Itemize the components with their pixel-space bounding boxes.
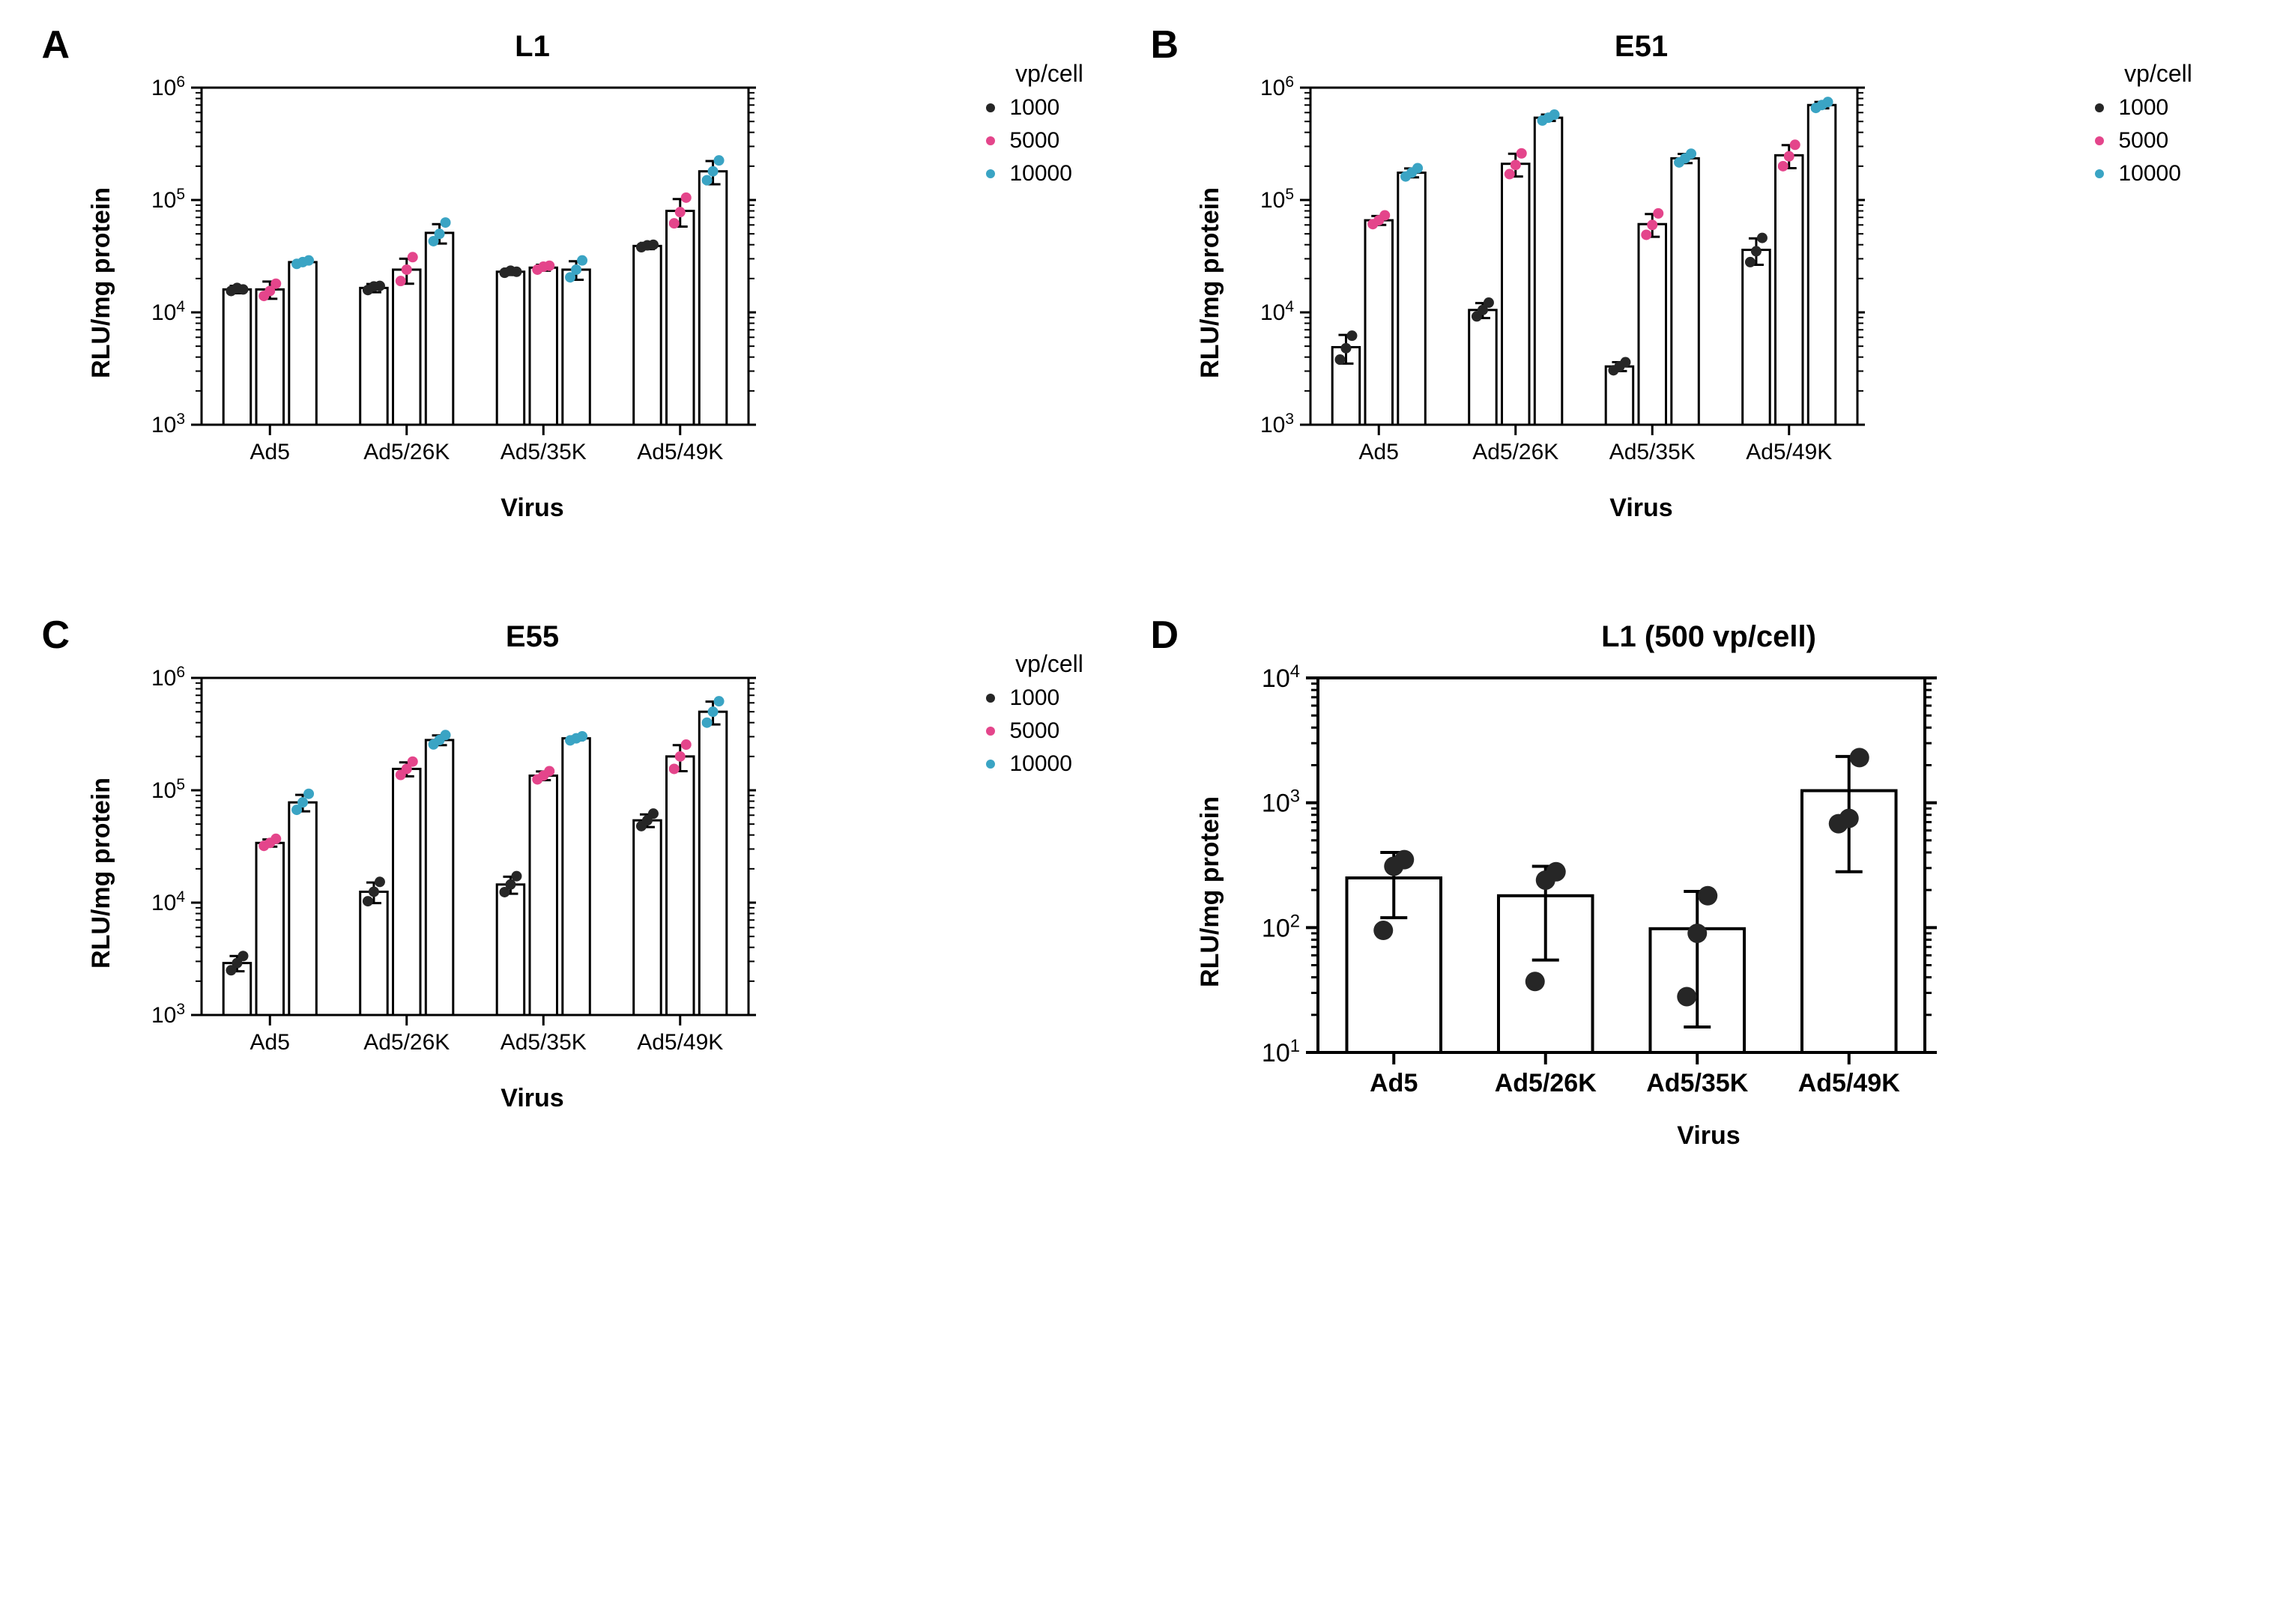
svg-text:104: 104 <box>151 888 184 916</box>
legend-title: vp/cell <box>986 60 1113 88</box>
svg-text:105: 105 <box>151 186 184 213</box>
svg-text:104: 104 <box>1261 663 1299 693</box>
legend: vp/cell 1000 5000 10000 <box>979 30 1113 187</box>
legend-label: 10000 <box>2119 161 2181 187</box>
svg-text:Ad5: Ad5 <box>250 1030 289 1055</box>
panel-C: CE55RLU/mg protein103104105106Ad5Ad5/26K… <box>49 620 1113 1151</box>
svg-text:106: 106 <box>151 73 184 101</box>
panel-letter: D <box>1151 613 1179 658</box>
chart-title: L1 (500 vp/cell) <box>1601 620 1816 654</box>
svg-text:Ad5/26K: Ad5/26K <box>363 1030 450 1055</box>
svg-text:Ad5: Ad5 <box>1358 440 1398 464</box>
svg-text:Ad5: Ad5 <box>1370 1069 1418 1097</box>
legend-item: 1000 <box>986 685 1113 711</box>
legend-item: 10000 <box>2095 161 2222 187</box>
panel-letter: B <box>1151 22 1179 67</box>
svg-text:101: 101 <box>1261 1036 1299 1068</box>
svg-text:Ad5/35K: Ad5/35K <box>500 1030 586 1055</box>
panel-D: DL1 (500 vp/cell)RLU/mg protein101102103… <box>1158 620 2222 1151</box>
legend-dot-icon <box>986 694 995 703</box>
panel-B: BE51RLU/mg protein103104105106Ad5Ad5/26K… <box>1158 30 2222 560</box>
chart-title: L1 <box>515 30 550 64</box>
chart-title: E51 <box>1615 30 1668 64</box>
legend: vp/cell 1000 5000 10000 <box>979 620 1113 777</box>
svg-text:103: 103 <box>151 1001 184 1028</box>
legend-dot-icon <box>2095 136 2104 145</box>
panel-A: AL1RLU/mg protein103104105106Ad5Ad5/26KA… <box>49 30 1113 560</box>
legend-item: 1000 <box>2095 95 2222 121</box>
legend-label: 5000 <box>2119 128 2169 154</box>
y-axis-label: RLU/mg protein <box>1196 796 1225 987</box>
chart-C: 103 104 105 106 Ad5 Ad5/26K Ad5/35K Ad5/49K <box>119 663 756 1082</box>
svg-text:106: 106 <box>151 664 184 691</box>
svg-text:103: 103 <box>1260 410 1293 438</box>
svg-text:Ad5/49K: Ad5/49K <box>1746 440 1832 464</box>
legend-dot-icon <box>986 136 995 145</box>
svg-text:103: 103 <box>1261 786 1299 818</box>
legend-item: 10000 <box>986 751 1113 777</box>
svg-text:Ad5: Ad5 <box>250 440 289 464</box>
svg-text:Ad5/26K: Ad5/26K <box>1494 1069 1596 1097</box>
svg-text:Ad5/49K: Ad5/49K <box>637 440 723 464</box>
x-axis-label: Virus <box>1609 494 1672 523</box>
legend-label: 5000 <box>1010 128 1060 154</box>
figure-grid: AL1RLU/mg protein103104105106Ad5Ad5/26KA… <box>49 30 2222 1151</box>
legend-item: 5000 <box>2095 128 2222 154</box>
legend-label: 1000 <box>1010 95 1060 121</box>
x-axis-label: Virus <box>501 494 563 523</box>
legend-label: 5000 <box>1010 718 1060 744</box>
svg-text:106: 106 <box>1260 73 1293 101</box>
svg-text:105: 105 <box>151 776 184 804</box>
x-axis-label: Virus <box>501 1084 563 1113</box>
legend-label: 1000 <box>1010 685 1060 711</box>
y-axis-label: RLU/mg protein <box>87 778 116 969</box>
svg-text:Ad5/49K: Ad5/49K <box>1797 1069 1899 1097</box>
y-axis-label: RLU/mg protein <box>1196 187 1225 378</box>
svg-text:102: 102 <box>1261 911 1299 943</box>
svg-text:Ad5/49K: Ad5/49K <box>637 1030 723 1055</box>
legend-item: 5000 <box>986 718 1113 744</box>
legend-dot-icon <box>2095 103 2104 112</box>
legend-label: 10000 <box>1010 161 1072 187</box>
legend: vp/cell 1000 5000 10000 <box>2087 30 2222 187</box>
svg-text:105: 105 <box>1260 186 1293 213</box>
legend-dot-icon <box>986 169 995 178</box>
legend-item: 10000 <box>986 161 1113 187</box>
panel-letter: C <box>42 613 70 658</box>
chart-title: E55 <box>506 620 559 654</box>
legend-dot-icon <box>986 760 995 769</box>
legend-dot-icon <box>986 103 995 112</box>
x-axis-label: Virus <box>1677 1121 1740 1151</box>
chart-B: 103 104 105 106 Ad5 Ad5/26K Ad5/35K Ad5/49K <box>1228 73 1865 492</box>
svg-text:103: 103 <box>151 410 184 438</box>
svg-text:104: 104 <box>1260 298 1293 326</box>
legend-item: 5000 <box>986 128 1113 154</box>
svg-text:Ad5/35K: Ad5/35K <box>500 440 586 464</box>
chart-A: 103 104 105 106 Ad5 Ad5/26K Ad5/35K Ad5/49K <box>119 73 756 492</box>
panel-letter: A <box>42 22 70 67</box>
legend-dot-icon <box>2095 169 2104 178</box>
svg-text:Ad5/35K: Ad5/35K <box>1609 440 1695 464</box>
legend-label: 1000 <box>2119 95 2169 121</box>
svg-text:Ad5/35K: Ad5/35K <box>1646 1069 1748 1097</box>
legend-label: 10000 <box>1010 751 1072 777</box>
legend-dot-icon <box>986 727 995 736</box>
svg-text:Ad5/26K: Ad5/26K <box>1472 440 1558 464</box>
chart-D: 101 102 103 104 Ad5 Ad5/26K Ad5/35K Ad5/49K <box>1228 663 1940 1120</box>
svg-text:104: 104 <box>151 298 184 326</box>
y-axis-label: RLU/mg protein <box>87 187 116 378</box>
legend-item: 1000 <box>986 95 1113 121</box>
svg-text:Ad5/26K: Ad5/26K <box>363 440 450 464</box>
legend-title: vp/cell <box>986 650 1113 678</box>
legend-title: vp/cell <box>2095 60 2222 88</box>
